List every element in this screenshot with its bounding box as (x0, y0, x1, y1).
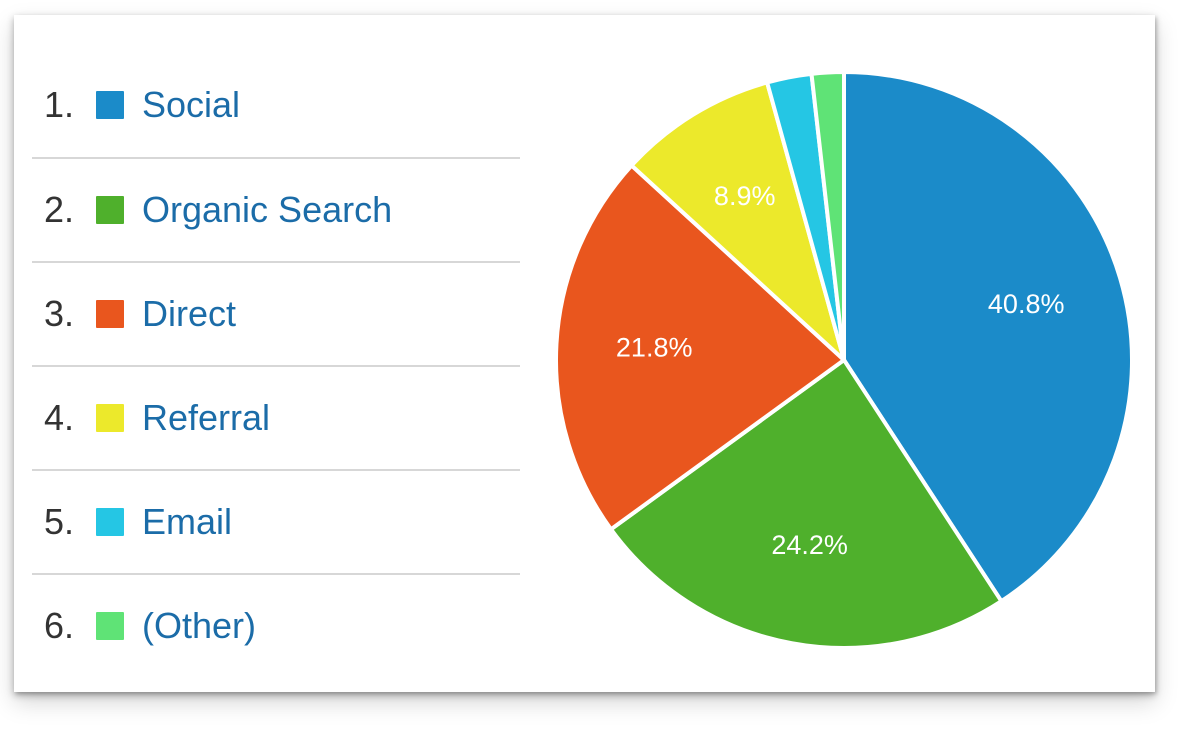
pie-chart: 40.8% 24.2% 21.8% 8.9% (542, 37, 1162, 667)
legend-item-index: 5. (43, 501, 74, 542)
pie-legend: 1. Social 2. Organic Search 3. Direct 4.… (32, 53, 520, 677)
legend-color-swatch-social (96, 91, 124, 119)
pie-slice-direct[interactable] (554, 163, 846, 532)
legend-item-index: 3. (43, 293, 74, 334)
legend-item-label: Direct (142, 293, 237, 334)
pie-slice-other[interactable] (809, 70, 846, 362)
pie-slice-value-label: 40.8% (988, 289, 1065, 319)
legend-item-label: (Other) (142, 605, 257, 646)
pie-slice-value-label: 21.8% (616, 332, 693, 362)
pie-slices[interactable] (554, 70, 1134, 650)
legend-item-index: 2. (43, 189, 74, 230)
legend-item-index: 6. (43, 605, 74, 646)
legend-color-swatch-direct (96, 300, 124, 328)
legend-item-organic-search[interactable]: 2. Organic Search (32, 157, 520, 261)
pie-slice-labels: 40.8% 24.2% 21.8% 8.9% (616, 181, 1065, 560)
legend-item-index: 1. (43, 84, 74, 125)
pie-slice-organic-search[interactable] (609, 358, 1004, 650)
legend-item-social[interactable]: 1. Social (32, 53, 520, 157)
legend-color-swatch-referral (96, 404, 124, 432)
legend-item-label: Social (142, 84, 241, 125)
legend-color-swatch-email (96, 508, 124, 536)
pie-slice-value-label: 24.2% (771, 530, 848, 560)
chart-card: 1. Social 2. Organic Search 3. Direct 4.… (14, 15, 1155, 692)
legend-item-label: Organic Search (142, 189, 393, 230)
legend-item-label: Email (142, 501, 233, 542)
legend-item-referral[interactable]: 4. Referral (32, 365, 520, 469)
legend-item-email[interactable]: 5. Email (32, 469, 520, 573)
legend-color-swatch-other (96, 612, 124, 640)
legend-item-index: 4. (43, 397, 74, 438)
legend-item-direct[interactable]: 3. Direct (32, 261, 520, 365)
pie-chart-svg: 40.8% 24.2% 21.8% 8.9% (554, 70, 1134, 650)
legend-item-label: Referral (142, 397, 271, 438)
pie-slice-referral[interactable] (629, 80, 846, 362)
legend-item-other[interactable]: 6. (Other) (32, 573, 520, 677)
pie-slice-value-label: 8.9% (714, 181, 776, 211)
legend-color-swatch-organic-search (96, 196, 124, 224)
